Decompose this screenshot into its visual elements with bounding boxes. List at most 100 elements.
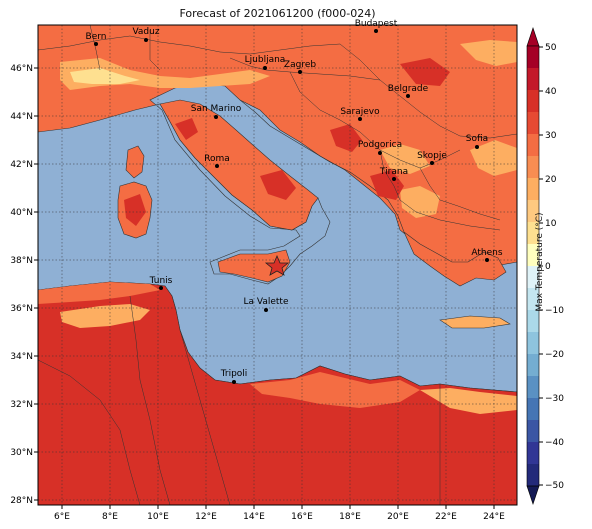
city-dot bbox=[358, 117, 362, 121]
city-dot bbox=[214, 115, 218, 119]
colorbar-tick-label: 40 bbox=[545, 87, 557, 97]
alps-mild-patch-east bbox=[460, 40, 517, 66]
city-marker: Vaduz bbox=[132, 27, 160, 42]
city-marker: Budapest bbox=[355, 19, 398, 33]
colorbar-segment bbox=[527, 178, 539, 200]
balkans-hot-patch-2 bbox=[400, 58, 450, 86]
colorbar-tick-label: 10 bbox=[545, 219, 557, 229]
city-marker: Sofia bbox=[466, 134, 488, 149]
colorbar-segment bbox=[527, 68, 539, 90]
africa-mild-patch bbox=[60, 304, 150, 328]
city-label: Budapest bbox=[355, 19, 398, 29]
apulia-hot-patch bbox=[260, 170, 296, 200]
x-tick-label: 24°E bbox=[483, 512, 505, 522]
y-tick-label: 36°N bbox=[10, 304, 33, 314]
y-tick-label: 32°N bbox=[10, 400, 33, 410]
x-tick-label: 22°E bbox=[435, 512, 457, 522]
colorbar-tick-label: 30 bbox=[545, 131, 557, 141]
alps-cool-patch bbox=[70, 68, 140, 84]
city-label: San Marino bbox=[191, 104, 242, 114]
x-tick-label: 14°E bbox=[243, 512, 265, 522]
city-label: Athens bbox=[471, 248, 502, 258]
city-marker: Tirana bbox=[379, 167, 408, 181]
y-tick-label: 34°N bbox=[10, 352, 33, 362]
city-marker: Podgorica bbox=[358, 140, 402, 155]
colorbar: 50 40 30 20 10 0 −10 −20 −30 −40 −50 bbox=[526, 27, 564, 505]
city-label: Tripoli bbox=[220, 369, 248, 379]
balkans-mild-patch-1 bbox=[380, 144, 430, 174]
city-dot bbox=[144, 38, 148, 42]
city-dot bbox=[264, 308, 268, 312]
colorbar-tick-label: 20 bbox=[545, 175, 557, 185]
colorbar-segment bbox=[527, 332, 539, 354]
city-marker: Zagreb bbox=[284, 60, 316, 74]
y-tick-label: 46°N bbox=[10, 64, 33, 74]
colorbar-segment bbox=[527, 310, 539, 332]
x-tick-label: 6°E bbox=[54, 512, 70, 522]
city-dot bbox=[94, 42, 98, 46]
bulgaria-mild-patch bbox=[470, 140, 517, 176]
colorbar-ticks: 50 40 30 20 10 0 −10 −20 −30 −40 −50 bbox=[539, 43, 564, 491]
africa-coastal-strip bbox=[38, 282, 160, 304]
y-tick-label: 40°N bbox=[10, 208, 33, 218]
colorbar-min-arrow-icon bbox=[526, 485, 540, 505]
colorbar-segment bbox=[527, 442, 539, 464]
city-label: Zagreb bbox=[284, 60, 316, 70]
colorbar-tick-label: −20 bbox=[545, 350, 564, 360]
egypt-coastal-strip bbox=[420, 388, 517, 414]
city-label: Belgrade bbox=[388, 84, 429, 94]
corsica-land bbox=[125, 145, 145, 179]
city-marker: Belgrade bbox=[388, 84, 429, 98]
map-plot-area bbox=[38, 25, 517, 505]
city-label: Tunis bbox=[149, 276, 173, 286]
city-label: Skopje bbox=[417, 151, 447, 161]
city-dot bbox=[374, 29, 378, 33]
city-marker: Tripoli bbox=[220, 369, 248, 384]
x-tick-label: 20°E bbox=[387, 512, 409, 522]
colorbar-segment bbox=[527, 420, 539, 442]
country-borders bbox=[38, 25, 517, 505]
city-dot bbox=[392, 177, 396, 181]
city-label: Podgorica bbox=[358, 140, 402, 150]
x-tick-label: 12°E bbox=[195, 512, 217, 522]
colorbar-segment bbox=[527, 134, 539, 156]
city-marker: La Valette bbox=[244, 297, 289, 312]
balkans-coast bbox=[239, 99, 405, 233]
colorbar-tick-label: 50 bbox=[545, 43, 557, 53]
colorbar-segment bbox=[527, 222, 539, 244]
sardinia-hot-patch bbox=[124, 194, 146, 226]
colorbar-tick-label: 0 bbox=[545, 262, 551, 272]
italy-hot-patch bbox=[175, 118, 198, 140]
y-tick-label: 42°N bbox=[10, 160, 33, 170]
city-marker: San Marino bbox=[191, 104, 242, 119]
city-marker: Tunis bbox=[149, 276, 173, 290]
balkans-mild-patch-2 bbox=[400, 186, 440, 218]
city-marker: Skopje bbox=[417, 151, 447, 165]
city-label: Ljubljana bbox=[245, 55, 286, 65]
map-title: Forecast of 2021061200 (f000-024) bbox=[179, 7, 376, 20]
y-axis: 46°N 44°N 42°N 40°N 38°N 36°N 34°N 32°N … bbox=[10, 64, 38, 506]
city-marker: Ljubljana bbox=[245, 55, 286, 70]
gridlines bbox=[38, 25, 517, 505]
city-dot bbox=[485, 258, 489, 262]
city-marker: Bern bbox=[86, 32, 107, 46]
colorbar-segment bbox=[527, 244, 539, 266]
colorbar-tick-label: −50 bbox=[545, 481, 564, 491]
greece-hot-patch bbox=[370, 170, 404, 200]
city-marker: Sarajevo bbox=[340, 107, 380, 121]
colorbar-segment bbox=[527, 464, 539, 486]
city-label: Bern bbox=[86, 32, 107, 42]
city-dot bbox=[263, 66, 267, 70]
colorbar-max-arrow-icon bbox=[526, 27, 540, 47]
colorbar-segment bbox=[527, 156, 539, 178]
colorbar-segment bbox=[527, 200, 539, 222]
colorbar-segment bbox=[527, 288, 539, 310]
city-marker: Roma bbox=[204, 154, 230, 168]
libya-coastal-strip bbox=[250, 372, 420, 408]
x-tick-label: 10°E bbox=[147, 512, 169, 522]
balkans-hot-patch-1 bbox=[330, 124, 362, 152]
city-dot bbox=[215, 164, 219, 168]
x-tick-label: 18°E bbox=[339, 512, 361, 522]
city-label: Roma bbox=[204, 154, 230, 164]
